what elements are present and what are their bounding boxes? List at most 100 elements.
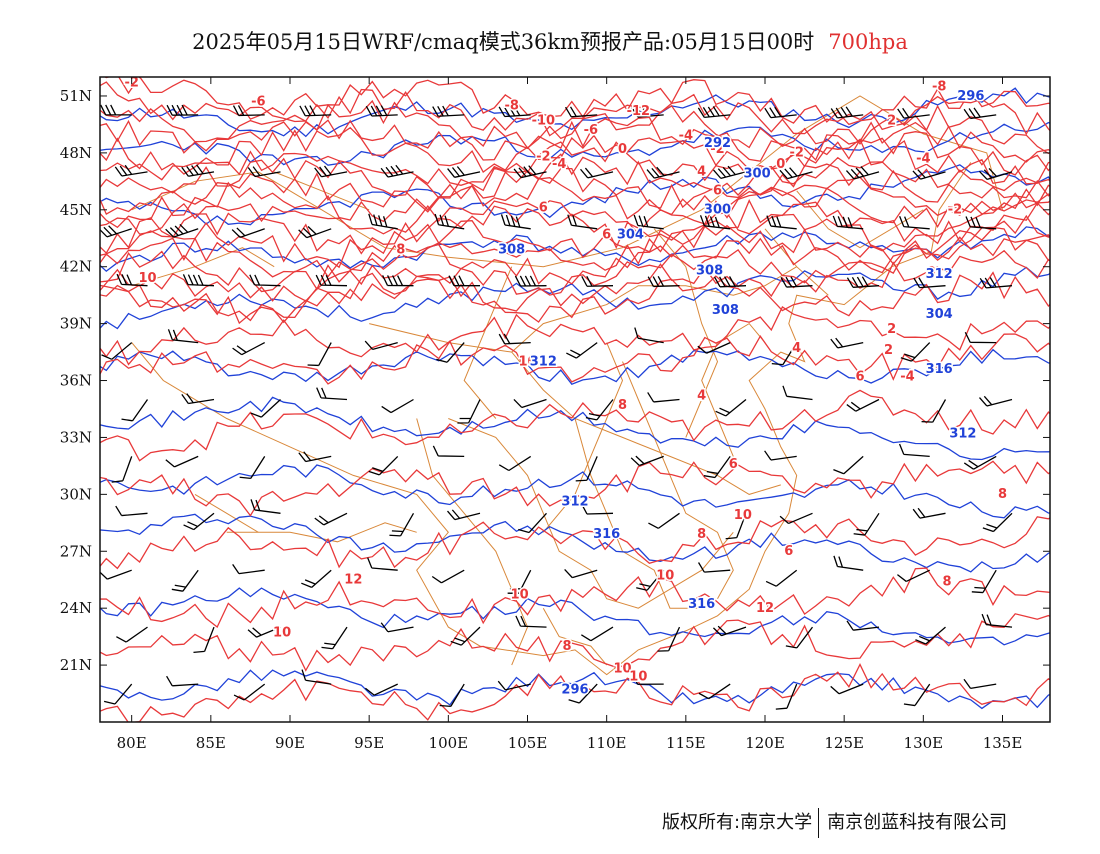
wind-barb xyxy=(971,569,997,594)
wind-barb xyxy=(116,273,148,287)
lon-tick-label: 90E xyxy=(275,734,305,752)
temperature-contour xyxy=(100,236,1050,302)
wind-barb xyxy=(301,669,332,685)
height-label: 304 xyxy=(617,227,644,242)
wind-barb xyxy=(764,106,797,119)
temperature-label: 2 xyxy=(887,322,896,337)
temperature-label: 8 xyxy=(396,242,405,257)
wind-barb xyxy=(436,342,465,363)
wind-barb xyxy=(657,626,681,652)
wind-barb xyxy=(500,214,531,230)
wind-barb xyxy=(771,342,798,366)
lat-tick-label: 45N xyxy=(60,201,92,219)
wind-barb xyxy=(498,333,531,345)
wind-barb xyxy=(100,569,132,580)
wind-barb xyxy=(367,557,398,571)
wind-barb xyxy=(568,683,598,704)
temperature-label: -4 xyxy=(900,370,914,385)
temperature-contour xyxy=(100,663,1050,722)
wind-barb xyxy=(765,569,798,587)
wind-barb xyxy=(232,564,265,575)
boundary-line xyxy=(542,342,624,533)
boundary-line xyxy=(542,607,608,666)
wind-barb xyxy=(247,166,281,178)
wind-barb xyxy=(631,106,664,118)
boundary-line xyxy=(622,361,734,599)
temperature-label: -8 xyxy=(504,98,518,113)
wind-barb xyxy=(100,104,132,116)
height-label: 316 xyxy=(688,597,715,612)
wind-barb xyxy=(171,569,199,592)
temperature-label: 4 xyxy=(792,341,801,356)
wind-barb xyxy=(513,398,547,409)
wind-barb xyxy=(780,276,813,288)
height-label: 312 xyxy=(530,354,557,369)
wind-barb xyxy=(389,512,415,537)
wind-barb xyxy=(447,509,481,521)
temperature-label: -2 xyxy=(789,146,803,161)
lon-tick-label: 135E xyxy=(983,734,1023,752)
temperature-label: 0 xyxy=(776,157,785,172)
wind-barb xyxy=(585,399,614,421)
title-text: 2025年05月15日WRF/cmaq模式36km预报产品:05月15日00时 xyxy=(192,30,815,54)
temperature-contour xyxy=(100,306,1050,366)
height-label: 292 xyxy=(704,136,731,151)
height-label: 300 xyxy=(704,203,731,218)
lat-tick-label: 24N xyxy=(60,599,92,617)
wind-barb xyxy=(181,393,215,405)
lat-tick-label: 51N xyxy=(60,87,92,105)
wind-barb xyxy=(166,104,199,116)
wind-barb xyxy=(898,443,930,458)
wind-barb xyxy=(982,512,1013,533)
temperature-contour xyxy=(100,99,1050,155)
temperature-label: 10 xyxy=(511,588,529,603)
wind-barb xyxy=(978,167,1013,181)
lat-tick-label: 30N xyxy=(60,485,92,503)
wind-barb xyxy=(903,683,931,707)
height-label: 308 xyxy=(712,303,739,318)
wind-barb xyxy=(103,683,133,705)
wind-barb xyxy=(365,105,398,117)
wind-barb xyxy=(964,331,997,344)
wind-barb xyxy=(515,615,547,628)
wind-barb xyxy=(830,106,864,119)
wind-barb xyxy=(764,450,797,461)
wind-barb xyxy=(111,456,133,483)
wind-barb xyxy=(963,107,997,120)
temperature-contour xyxy=(100,163,1050,216)
height-contour xyxy=(100,464,1050,519)
boundary-line xyxy=(416,418,529,666)
temperature-label: 8 xyxy=(563,639,572,654)
wind-barb xyxy=(116,626,148,643)
wind-barb xyxy=(567,214,598,230)
lon-tick-label: 80E xyxy=(117,734,147,752)
wind-barb xyxy=(580,167,614,179)
height-label: 312 xyxy=(561,495,588,510)
height-label: 308 xyxy=(696,263,723,278)
temperature-label: 6 xyxy=(729,457,738,472)
wind-barb xyxy=(963,678,997,689)
boundary-line xyxy=(226,522,417,543)
wind-barb xyxy=(298,451,332,463)
wind-barb xyxy=(779,167,813,180)
wind-barb xyxy=(698,683,731,700)
temperature-contour xyxy=(103,77,1050,126)
lat-tick-label: 21N xyxy=(60,656,92,674)
height-label: 308 xyxy=(498,242,525,257)
temperature-label: 10 xyxy=(629,669,647,684)
temperature-contour xyxy=(100,81,1050,137)
temperature-contour xyxy=(100,186,1050,235)
temperature-contour xyxy=(100,567,1050,629)
wind-barb xyxy=(897,569,930,583)
wind-barb xyxy=(183,512,215,531)
temperature-contour xyxy=(100,271,1050,324)
wind-barb xyxy=(648,512,680,529)
wind-barb xyxy=(250,399,281,418)
height-contour xyxy=(100,87,1050,138)
wind-barb xyxy=(632,674,664,685)
temperature-label: -6 xyxy=(584,123,598,138)
lat-tick-label: 48N xyxy=(60,144,92,162)
lon-tick-label: 95E xyxy=(354,734,384,752)
lat-tick-label: 42N xyxy=(60,258,92,276)
